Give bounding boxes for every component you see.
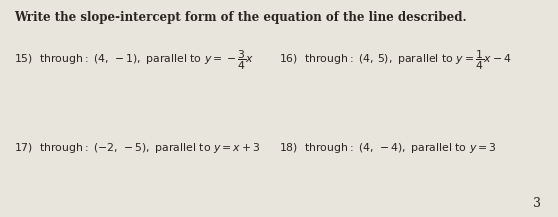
Text: Write the slope-intercept form of the equation of the line described.: Write the slope-intercept form of the eq… <box>14 11 466 24</box>
Text: $18)\ \ \mathrm{through:}\ (4,\,-4),\ \mathrm{parallel\ to}\ y = 3$: $18)\ \ \mathrm{through:}\ (4,\,-4),\ \m… <box>279 141 497 155</box>
Text: $17)\ \ \mathrm{through:}\ (-2,\,-5),\ \mathrm{parallel\ to}\ y = x+3$: $17)\ \ \mathrm{through:}\ (-2,\,-5),\ \… <box>14 141 261 155</box>
Text: 3: 3 <box>533 197 541 210</box>
Text: $15)\ \ \mathrm{through:}\ (4,\,-1),\ \mathrm{parallel\ to}\ y = -\dfrac{3}{4}x$: $15)\ \ \mathrm{through:}\ (4,\,-1),\ \m… <box>14 49 254 72</box>
Text: $16)\ \ \mathrm{through:}\ (4,\,5),\ \mathrm{parallel\ to}\ y = \dfrac{1}{4}x-4$: $16)\ \ \mathrm{through:}\ (4,\,5),\ \ma… <box>279 49 512 72</box>
